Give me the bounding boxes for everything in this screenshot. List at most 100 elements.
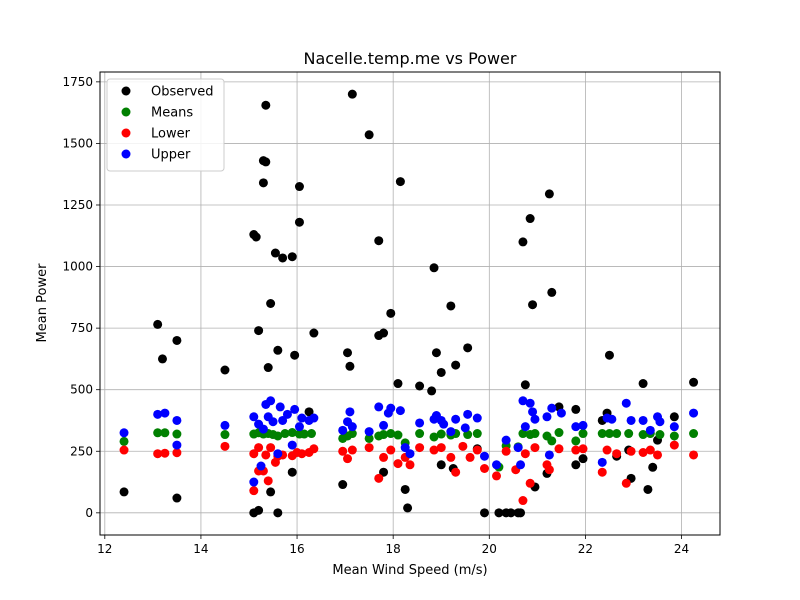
data-point (578, 420, 588, 430)
y-axis-ticks: 0 250 500 750 1000 1250 1500 1750 (62, 75, 100, 520)
data-point (266, 299, 276, 308)
data-point (415, 443, 425, 453)
data-point (571, 404, 581, 414)
data-point (547, 436, 557, 446)
data-point (554, 444, 564, 454)
data-point (436, 460, 446, 470)
data-point (597, 467, 607, 477)
data-point (525, 398, 535, 408)
legend-label: Observed (151, 85, 214, 100)
data-point (249, 477, 259, 487)
data-point (403, 503, 413, 513)
data-point (405, 449, 415, 459)
data-point (249, 486, 259, 496)
data-point (347, 445, 357, 455)
data-point (439, 419, 449, 429)
data-point (261, 157, 271, 167)
y-tick-label: 1000 (62, 260, 93, 274)
data-point (427, 386, 437, 396)
data-point (338, 480, 348, 490)
y-axis-label: Mean Power (35, 263, 50, 343)
data-point (309, 328, 319, 338)
data-point (400, 484, 410, 494)
data-point (520, 380, 530, 390)
data-point (287, 252, 297, 262)
data-point (645, 425, 655, 435)
data-point (282, 409, 292, 419)
data-point (506, 508, 516, 518)
plot-frame (99, 71, 721, 536)
data-point (554, 428, 564, 438)
data-point (479, 508, 489, 518)
data-point (501, 446, 511, 456)
data-point (153, 449, 163, 459)
data-point (638, 447, 648, 457)
data-point (429, 432, 439, 442)
data-point (280, 429, 290, 439)
data-point (364, 130, 374, 140)
data-point (249, 508, 259, 518)
data-point (655, 430, 665, 440)
data-point (624, 429, 634, 439)
data-point (612, 449, 622, 459)
series-lower (119, 440, 699, 506)
data-point (400, 443, 410, 453)
y-tick-label: 750 (70, 321, 93, 335)
data-point (306, 429, 316, 439)
data-point (621, 478, 631, 488)
data-point (338, 446, 348, 456)
data-point (578, 444, 588, 454)
y-tick-label: 1500 (62, 136, 93, 150)
data-point (278, 415, 288, 425)
data-point (304, 407, 314, 417)
data-point (379, 467, 389, 477)
data-point (436, 443, 446, 453)
data-point (299, 429, 309, 439)
data-point (379, 328, 389, 338)
data-point (273, 508, 283, 518)
data-point (571, 436, 581, 446)
data-point (273, 449, 283, 459)
data-point (386, 429, 396, 439)
data-point (689, 377, 699, 387)
data-point (220, 420, 230, 430)
data-point (263, 476, 273, 486)
data-point (172, 335, 182, 345)
legend-marker (121, 149, 131, 159)
data-point (446, 301, 456, 311)
data-point (287, 428, 297, 438)
data-point (458, 441, 468, 451)
data-point (451, 414, 461, 424)
data-point (294, 182, 304, 192)
data-point (492, 471, 502, 481)
data-point (528, 407, 538, 417)
data-point (379, 452, 389, 462)
data-point (571, 445, 581, 455)
data-point (266, 487, 276, 497)
data-point (347, 429, 357, 439)
data-point (451, 360, 461, 370)
data-point (249, 449, 259, 459)
data-point (395, 406, 405, 416)
data-point (669, 431, 679, 441)
data-point (294, 217, 304, 227)
data-point (501, 435, 511, 445)
data-point (518, 396, 528, 406)
data-point (653, 450, 663, 460)
data-point (415, 381, 425, 391)
data-point (294, 422, 304, 432)
data-point (612, 429, 622, 439)
legend: Observed Means Lower Upper (106, 78, 225, 172)
data-point (119, 436, 129, 446)
data-point (431, 348, 441, 358)
data-point (249, 412, 259, 422)
data-point (597, 457, 607, 467)
data-point (520, 422, 530, 432)
data-point (578, 429, 588, 439)
data-point (571, 422, 581, 432)
x-tick-label: 24 (674, 542, 689, 556)
data-point (528, 300, 538, 310)
data-point (479, 464, 489, 474)
data-point (254, 443, 264, 453)
data-point (374, 473, 384, 483)
